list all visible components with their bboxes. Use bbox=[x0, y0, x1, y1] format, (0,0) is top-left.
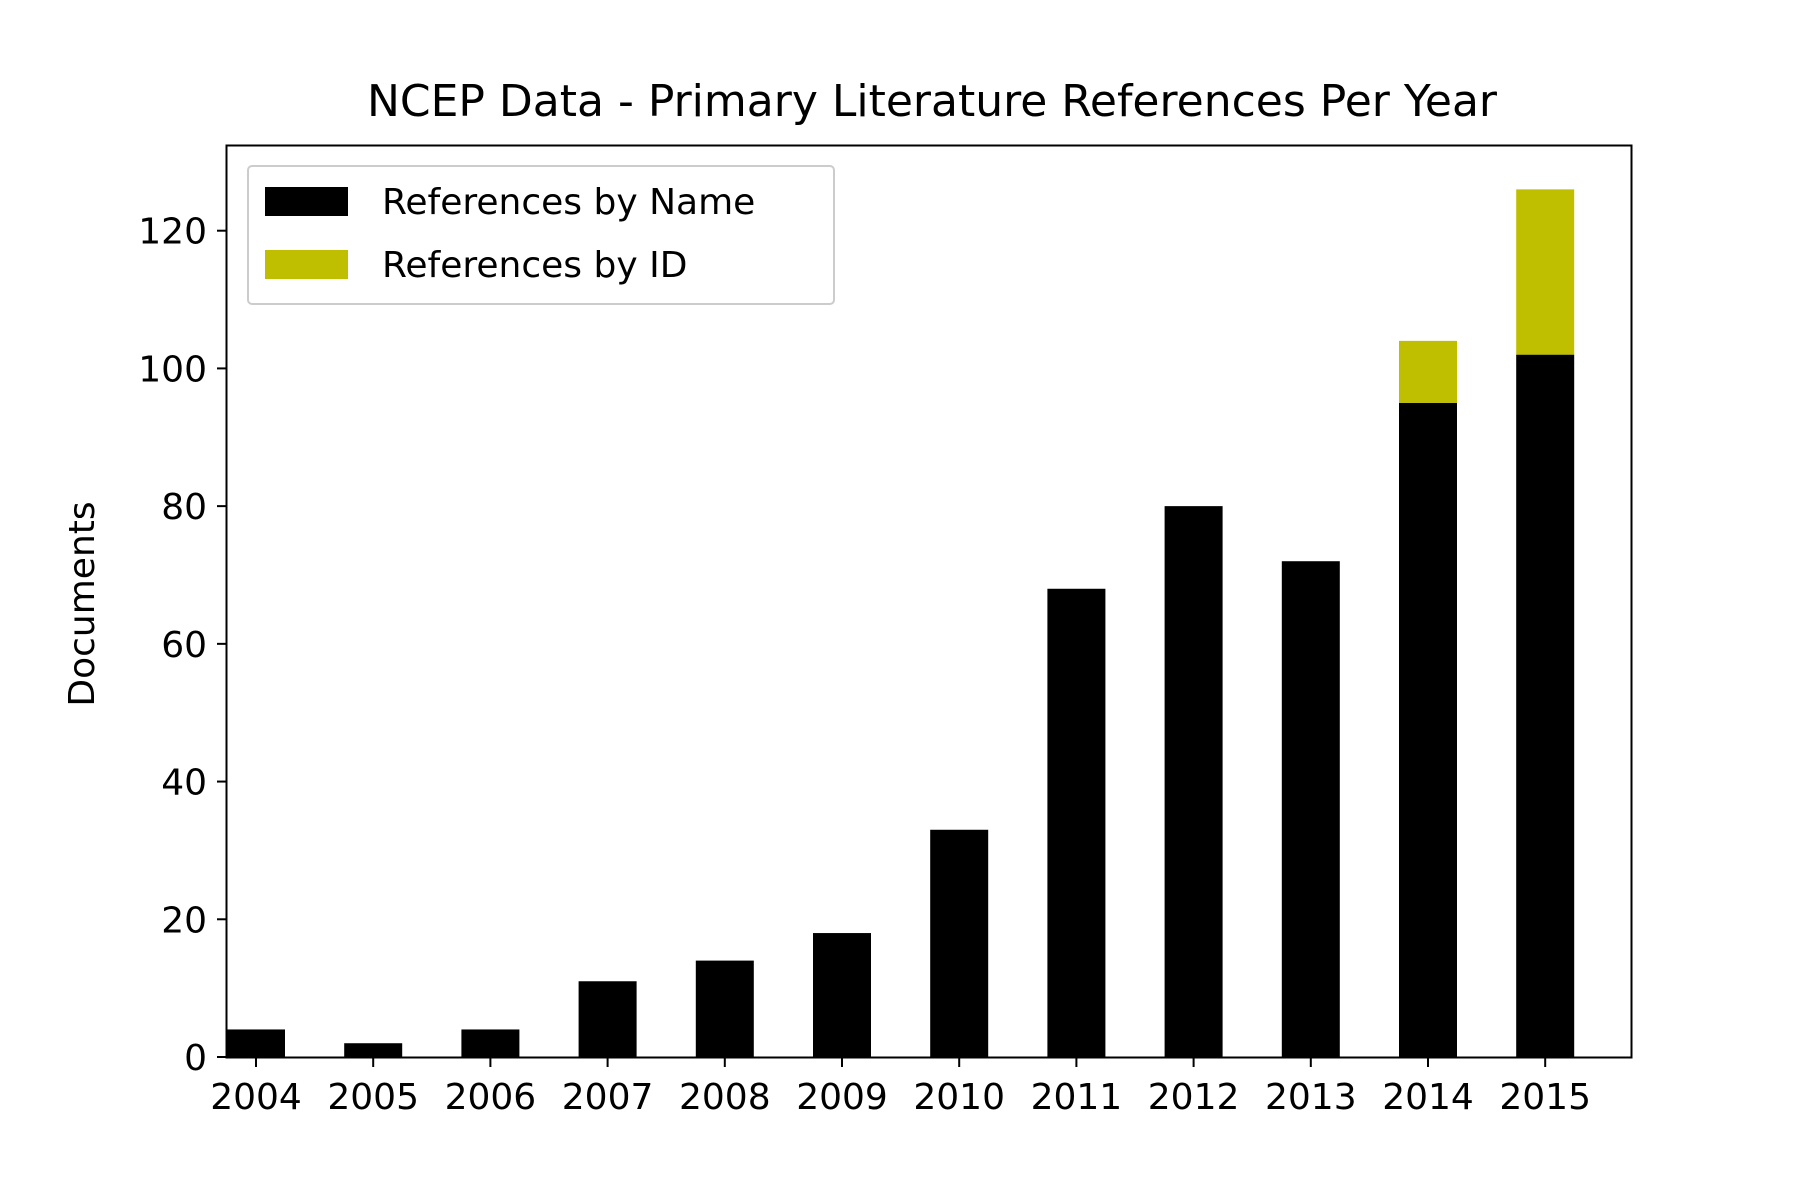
plot-area-frame bbox=[225, 144, 1633, 1059]
bar-references-by-name-2015 bbox=[1516, 354, 1575, 1057]
bar-references-by-name-2008 bbox=[695, 960, 754, 1057]
legend-swatch-references-by-name bbox=[265, 187, 348, 216]
legend-swatch-references-by-id bbox=[265, 250, 348, 279]
bar-references-by-id-2015 bbox=[1516, 189, 1575, 355]
y-tick-label-40: 40 bbox=[161, 763, 207, 804]
x-tick-label-2009: 2009 bbox=[796, 1077, 888, 1118]
y-tick-label-80: 80 bbox=[161, 487, 207, 528]
y-axis-label: Documents bbox=[62, 501, 103, 706]
legend-box bbox=[247, 165, 835, 305]
y-tick-label-100: 100 bbox=[138, 349, 207, 390]
x-tick-label-2005: 2005 bbox=[327, 1077, 419, 1118]
y-tick-label-0: 0 bbox=[184, 1038, 207, 1079]
bar-references-by-name-2009 bbox=[813, 933, 871, 1057]
x-tick-label-2007: 2007 bbox=[562, 1077, 654, 1118]
bars-layer bbox=[227, 189, 1575, 1057]
x-tick-label-2008: 2008 bbox=[679, 1077, 771, 1118]
bar-references-by-name-2013 bbox=[1281, 561, 1340, 1057]
bar-references-by-name-2004 bbox=[227, 1029, 285, 1057]
ticks-layer: 2004 2005 2006 2007 2008 2009 2010 2011 2012 2013… bbox=[138, 212, 1591, 1118]
chart-title: NCEP Data - Primary Literature Reference… bbox=[367, 76, 1498, 127]
legend-label-references-by-id: References by ID bbox=[382, 245, 687, 286]
x-tick-label-2011: 2011 bbox=[1031, 1077, 1123, 1118]
x-tick-label-2006: 2006 bbox=[445, 1077, 537, 1118]
x-tick-label-2014: 2014 bbox=[1382, 1077, 1474, 1118]
legend-label-references-by-name: References by Name bbox=[382, 182, 755, 223]
bar-references-by-name-2012 bbox=[1164, 506, 1223, 1057]
bar-references-by-name-2005 bbox=[344, 1043, 403, 1057]
y-tick-label-120: 120 bbox=[138, 212, 207, 253]
bar-references-by-id-2014 bbox=[1399, 340, 1457, 403]
legend: References by Name References by ID bbox=[247, 165, 835, 305]
bar-references-by-name-2014 bbox=[1399, 402, 1457, 1057]
x-tick-label-2013: 2013 bbox=[1265, 1077, 1357, 1118]
bar-references-by-name-2010 bbox=[930, 829, 989, 1057]
bar-references-by-name-2011 bbox=[1047, 588, 1106, 1057]
y-tick-label-60: 60 bbox=[161, 625, 207, 666]
x-tick-label-2004: 2004 bbox=[210, 1077, 302, 1118]
y-tick-label-20: 20 bbox=[161, 900, 207, 941]
bar-references-by-name-2007 bbox=[578, 981, 637, 1057]
bar-references-by-name-2006 bbox=[461, 1029, 520, 1057]
x-tick-label-2010: 2010 bbox=[913, 1077, 1005, 1118]
x-tick-label-2012: 2012 bbox=[1148, 1077, 1240, 1118]
x-tick-label-2015: 2015 bbox=[1499, 1077, 1591, 1118]
